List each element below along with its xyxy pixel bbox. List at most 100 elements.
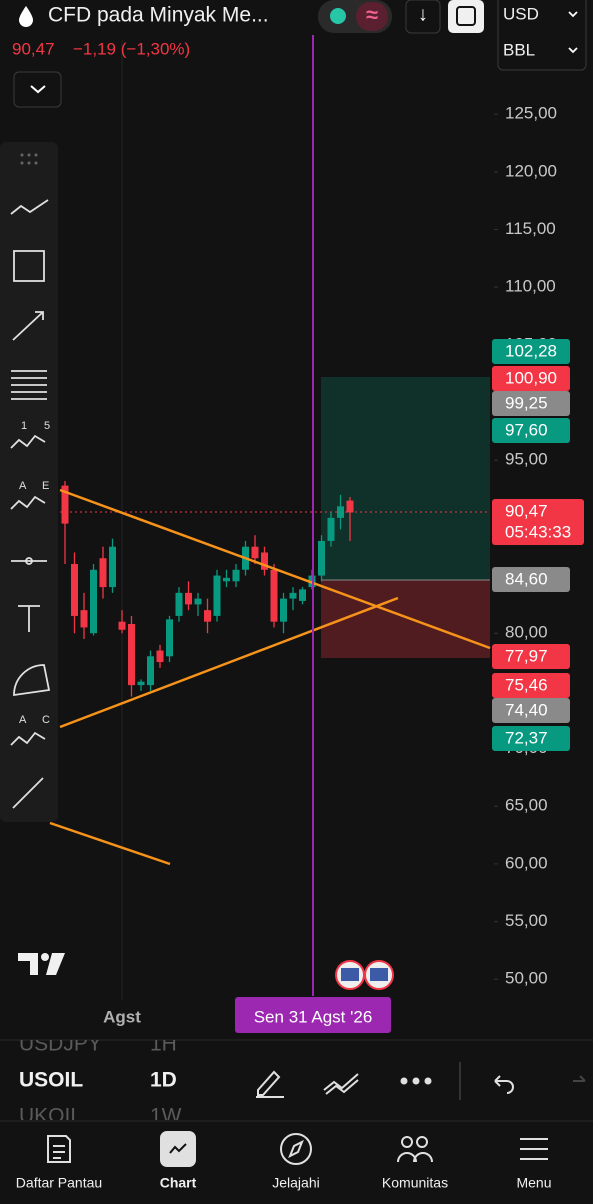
price-label-box (492, 567, 570, 592)
y-tick-label: 120,00 (505, 161, 557, 180)
tool-fib[interactable] (11, 370, 47, 400)
tool-rect[interactable] (13, 250, 45, 282)
price-label-box (492, 499, 584, 545)
candle-body (166, 619, 173, 657)
trend-line[interactable] (49, 821, 171, 866)
download-button[interactable] (405, 0, 441, 34)
price-label: 72,37 (505, 728, 548, 747)
price-label-box (492, 339, 570, 364)
svg-text:C: C (42, 714, 50, 726)
candle-body (99, 558, 107, 588)
tradingview-logo (18, 953, 65, 975)
symbol-icon (19, 6, 33, 27)
svg-text:A: A (19, 714, 27, 726)
candle-body (318, 540, 325, 576)
symbol-name[interactable]: USDJPY (19, 1033, 102, 1056)
tool-line[interactable] (12, 777, 44, 809)
candle-body (137, 681, 145, 686)
profit-zone[interactable] (321, 377, 490, 580)
price-label-box (492, 673, 570, 698)
price-label: 84,60 (505, 569, 548, 588)
price-label-box (492, 418, 570, 443)
nav-label[interactable]: Daftar Pantau (16, 1175, 102, 1191)
candle-body (80, 610, 88, 628)
price-label-box (492, 366, 570, 391)
market-dot (330, 8, 346, 24)
nav-label[interactable]: Jelajahi (272, 1175, 319, 1191)
y-tick-label: 55,00 (505, 911, 548, 930)
y-tick-label: 65,00 (505, 796, 548, 815)
currency[interactable]: USD (503, 4, 539, 23)
candle-body (346, 500, 354, 513)
nav-label[interactable]: Menu (516, 1175, 551, 1191)
last-price: 90,47 (12, 39, 55, 58)
chevrons (568, 11, 578, 54)
undo-button[interactable] (494, 1075, 514, 1094)
tool-arrow[interactable] (12, 311, 44, 341)
trend-line[interactable] (59, 488, 491, 650)
pen-button[interactable] (256, 1070, 284, 1098)
redo-button (573, 1075, 586, 1082)
y-tick-label: 80,00 (505, 623, 548, 642)
indicators-button[interactable] (323, 1073, 359, 1095)
symbol-interval[interactable]: 1W (150, 1105, 182, 1128)
expand-button[interactable] (13, 71, 62, 108)
fullscreen-button[interactable] (448, 0, 484, 33)
candle-body (251, 546, 259, 559)
candle-body (90, 569, 97, 634)
price-label: 102,28 (505, 341, 557, 360)
more-button[interactable] (400, 1077, 432, 1085)
drawing-toolbar (0, 142, 58, 822)
candle-body (128, 623, 135, 686)
x-tick-label: Agst (103, 1007, 141, 1026)
candle-body (213, 575, 221, 616)
y-tick-label: 110,00 (505, 277, 556, 296)
indicator-badge (356, 2, 388, 31)
strip-tools (256, 1062, 586, 1100)
loss-zone[interactable] (321, 580, 490, 658)
candle-body (270, 569, 278, 622)
symbol-interval[interactable]: 1D (150, 1069, 177, 1092)
price-label: 74,40 (505, 700, 548, 719)
crosshair-label: Sen 31 Agst '26 (254, 1007, 373, 1026)
candle-body (156, 650, 164, 663)
candle-body (194, 598, 202, 605)
symbol-interval[interactable]: 1H (150, 1033, 177, 1056)
candle-body (337, 506, 344, 518)
symbol-title[interactable]: CFD pada Minyak Me... (48, 4, 269, 27)
event-flags[interactable] (335, 960, 394, 990)
unit-selector[interactable] (497, 0, 587, 71)
tool-abcd[interactable] (10, 731, 46, 746)
indicator-icon: ≈ (366, 2, 378, 27)
y-tick-label: 125,00 (505, 104, 557, 123)
symbol-name[interactable]: USOIL (19, 1069, 83, 1092)
price-label: 99,25 (505, 393, 548, 412)
nav-label[interactable]: Komunitas (382, 1175, 448, 1191)
trend-line[interactable] (59, 596, 399, 729)
symbol-name[interactable]: UKOIL (19, 1105, 82, 1128)
fullscreen-icon (456, 6, 476, 26)
tool-text[interactable] (18, 605, 40, 632)
y-tick-label: 95,00 (505, 450, 548, 469)
tool-shape[interactable] (13, 664, 51, 697)
tool-pattern[interactable] (10, 495, 46, 510)
price-label: 97,60 (505, 420, 548, 439)
price-label: 90,47 (505, 501, 548, 520)
price-change: −1,19 (−1,30%) (73, 39, 190, 58)
unit[interactable]: BBL (503, 40, 535, 59)
tool-trend[interactable] (10, 199, 49, 215)
y-tick-label: 115,00 (505, 219, 556, 238)
nav-label[interactable]: Chart (160, 1175, 197, 1191)
candle-body (71, 564, 78, 616)
price-label-box (492, 391, 570, 416)
candle-body (280, 598, 287, 622)
nav-icons (47, 1131, 548, 1167)
crosshair-label-box (235, 997, 391, 1033)
svg-text:E: E (42, 480, 49, 492)
candle-body (289, 592, 297, 599)
price-label-box (492, 644, 570, 669)
tool-wave[interactable] (10, 434, 46, 449)
svg-text:5: 5 (44, 420, 50, 432)
candle-body (147, 656, 154, 686)
